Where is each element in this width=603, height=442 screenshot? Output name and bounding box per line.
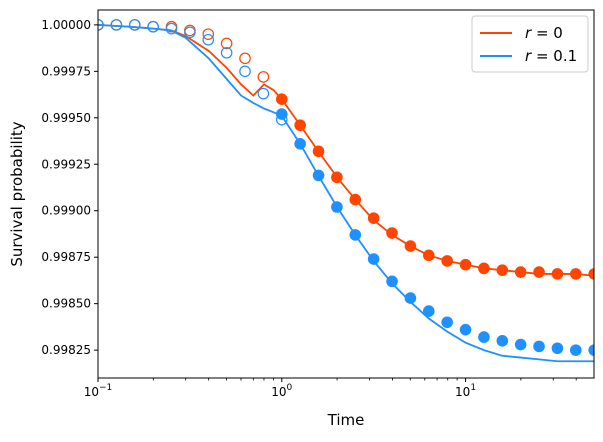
y-tick-label: 0.99900 bbox=[41, 204, 91, 218]
data-point-open-1 bbox=[147, 20, 159, 33]
legend-label-r0-val: = 0 bbox=[531, 24, 563, 42]
data-point-filled-1 bbox=[441, 316, 453, 329]
data-point-filled-1 bbox=[570, 344, 582, 356]
y-tick-label: 0.99975 bbox=[41, 64, 91, 78]
data-point-filled-1 bbox=[386, 275, 398, 288]
data-point-open-1 bbox=[184, 26, 196, 39]
data-point-filled-0 bbox=[496, 264, 509, 276]
legend-label-r01: r = 0.1 bbox=[525, 47, 577, 65]
data-point-filled-0 bbox=[349, 193, 362, 206]
data-point-filled-1 bbox=[367, 253, 380, 265]
y-tick-label: 0.99825 bbox=[41, 343, 91, 357]
y-tick-label: 0.99925 bbox=[41, 157, 91, 171]
data-point-filled-0 bbox=[478, 262, 490, 275]
data-point-open-1 bbox=[257, 87, 270, 100]
data-point-filled-0 bbox=[422, 249, 435, 262]
data-point-open-0 bbox=[220, 37, 233, 50]
data-point-filled-0 bbox=[294, 119, 306, 132]
legend-label-r01-val: = 0.1 bbox=[531, 47, 577, 65]
data-point-open-0 bbox=[239, 52, 251, 65]
legend-label-r0: r = 0 bbox=[525, 24, 563, 42]
data-point-open-1 bbox=[202, 33, 215, 46]
data-point-open-1 bbox=[239, 65, 251, 78]
data-point-filled-0 bbox=[367, 212, 380, 224]
data-point-filled-0 bbox=[570, 268, 582, 280]
data-point-filled-0 bbox=[275, 93, 288, 106]
data-point-filled-1 bbox=[275, 108, 288, 120]
y-tick-label: 0.99875 bbox=[41, 250, 91, 264]
data-point-open-1 bbox=[128, 19, 141, 31]
data-point-filled-1 bbox=[459, 323, 472, 336]
data-point-open-0 bbox=[257, 71, 270, 83]
x-axis: 10−1 100 101 bbox=[84, 378, 577, 399]
data-point-filled-0 bbox=[514, 266, 527, 278]
data-point-filled-1 bbox=[551, 342, 564, 355]
data-point-filled-0 bbox=[459, 258, 472, 271]
data-point-filled-1 bbox=[533, 340, 545, 353]
series-line-1 bbox=[98, 23, 594, 363]
data-point-filled-1 bbox=[294, 138, 306, 150]
series-layer bbox=[98, 19, 594, 363]
data-point-filled-0 bbox=[441, 255, 453, 267]
legend-label-r0-var: r bbox=[525, 24, 532, 42]
data-point-filled-1 bbox=[312, 169, 325, 182]
data-point-open-1 bbox=[220, 46, 233, 59]
data-point-open-0 bbox=[202, 28, 215, 40]
y-tick-label: 0.99850 bbox=[41, 297, 91, 311]
legend-label-r01-var: r bbox=[525, 47, 532, 65]
x-tick-label: 100 bbox=[271, 383, 292, 399]
x-tick-label: 101 bbox=[455, 383, 476, 399]
data-point-open-1 bbox=[110, 19, 123, 31]
plot-frame bbox=[97, 9, 595, 379]
data-point-open-1 bbox=[165, 22, 178, 35]
data-point-filled-1 bbox=[496, 335, 509, 347]
data-point-filled-1 bbox=[422, 305, 435, 317]
y-tick-label: 0.99950 bbox=[41, 111, 91, 125]
y-axis: 1.00000 0.99975 0.99950 0.99925 0.99900 0.998… bbox=[41, 18, 98, 357]
data-point-filled-0 bbox=[386, 227, 398, 239]
legend-box bbox=[471, 15, 589, 73]
data-point-filled-0 bbox=[551, 268, 564, 280]
data-point-filled-0 bbox=[331, 171, 343, 184]
data-point-filled-0 bbox=[312, 145, 325, 158]
data-point-filled-0 bbox=[404, 240, 417, 252]
x-tick-label: 10−1 bbox=[84, 383, 113, 399]
data-point-filled-1 bbox=[514, 338, 527, 351]
data-point-filled-0 bbox=[533, 266, 545, 278]
data-point-filled-1 bbox=[588, 344, 594, 356]
data-point-filled-1 bbox=[478, 331, 490, 343]
data-point-filled-0 bbox=[588, 268, 594, 280]
legend: r = 0 r = 0.1 bbox=[471, 15, 589, 73]
data-point-filled-1 bbox=[349, 229, 362, 241]
y-axis-label: Survival probability bbox=[8, 121, 26, 266]
y-tick-label: 1.00000 bbox=[41, 18, 91, 32]
x-axis-label: Time bbox=[327, 411, 365, 429]
data-point-filled-1 bbox=[404, 292, 417, 304]
data-point-filled-1 bbox=[331, 201, 343, 213]
